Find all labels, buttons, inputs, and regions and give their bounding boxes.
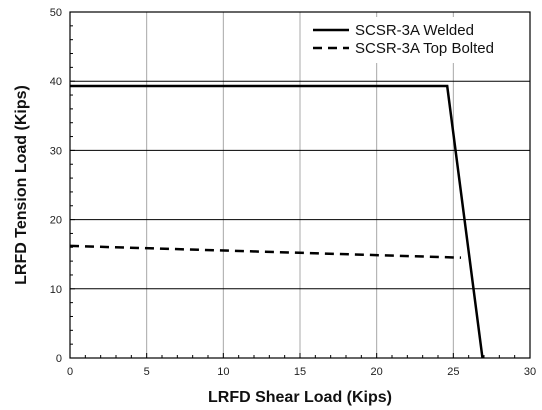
- x-tick-label: 20: [371, 366, 383, 378]
- axes: [69, 11, 531, 359]
- series-line-welded: [70, 84, 484, 359]
- y-tick-label: 50: [50, 7, 62, 19]
- legend: SCSR-3A Welded SCSR-3A Top Bolted: [306, 17, 526, 63]
- x-tick-label: 10: [217, 366, 229, 378]
- tick-labels: 0 5 10 15 20 25 30 0 10 20 30 40 50: [50, 7, 536, 378]
- legend-box: [306, 17, 526, 63]
- gridlines: [70, 12, 530, 358]
- x-axis-label: LRFD Shear Load (Kips): [208, 389, 392, 406]
- legend-label-top-bolted: SCSR-3A Top Bolted: [355, 40, 494, 57]
- legend-label-welded: SCSR-3A Welded: [355, 22, 474, 39]
- x-tick-label: 5: [144, 366, 150, 378]
- series-lines: [69, 84, 484, 359]
- x-tick-label: 0: [67, 366, 73, 378]
- y-tick-label: 30: [50, 145, 62, 157]
- x-tick-label: 30: [524, 366, 536, 378]
- series-line-top-bolted: [69, 244, 462, 259]
- y-tick-label: 0: [56, 353, 62, 365]
- y-tick-label: 40: [50, 76, 62, 88]
- y-tick-label: 20: [50, 215, 62, 227]
- x-tick-label: 15: [294, 366, 306, 378]
- y-axis-label: LRFD Tension Load (Kips): [13, 85, 30, 285]
- x-tick-label: 25: [447, 366, 459, 378]
- y-tick-label: 10: [50, 284, 62, 296]
